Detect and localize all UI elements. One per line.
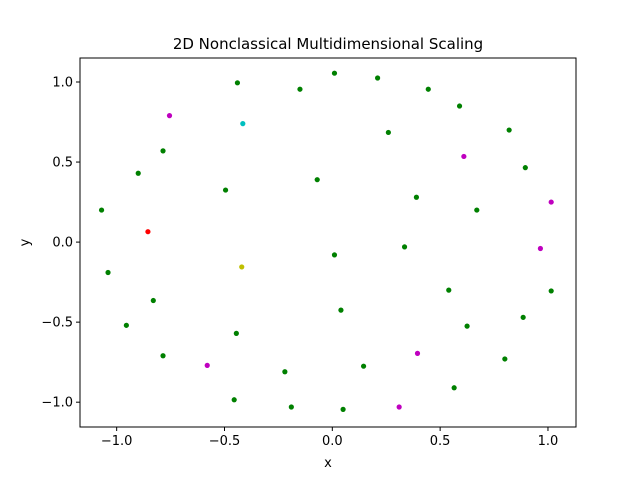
- data-point: [522, 165, 528, 171]
- data-point: [135, 170, 141, 176]
- y-tick-label: 0.0: [52, 236, 73, 251]
- data-point: [548, 288, 554, 294]
- data-point: [474, 207, 480, 213]
- data-point: [401, 244, 408, 250]
- data-point: [98, 207, 105, 213]
- data-point: [413, 194, 420, 200]
- x-tick-label: 0.5: [430, 434, 451, 449]
- data-point: [297, 86, 303, 92]
- data-point: [282, 369, 288, 375]
- data-point: [240, 121, 246, 127]
- data-point: [331, 70, 338, 76]
- data-point: [548, 199, 554, 205]
- data-point: [331, 252, 338, 258]
- data-point: [123, 322, 129, 328]
- data-point: [506, 127, 512, 133]
- data-point: [288, 404, 294, 410]
- data-point: [414, 350, 421, 356]
- data-point: [385, 129, 391, 136]
- data-point: [502, 356, 508, 362]
- x-tick-label: −1.0: [101, 434, 133, 449]
- data-point: [396, 404, 402, 410]
- data-point: [222, 187, 229, 193]
- data-point: [446, 287, 452, 293]
- data-point: [314, 177, 320, 183]
- data-point: [166, 113, 173, 119]
- data-point: [464, 323, 470, 329]
- data-point: [160, 148, 166, 154]
- y-tick-label: 0.5: [52, 156, 73, 171]
- data-point: [150, 297, 156, 304]
- x-tick-label: 1.0: [538, 434, 559, 449]
- x-axis-label: x: [324, 456, 332, 471]
- y-tick-label: −1.0: [41, 396, 73, 411]
- data-points: [98, 70, 554, 412]
- data-point: [461, 153, 467, 160]
- data-point: [145, 229, 151, 235]
- data-point: [451, 385, 457, 391]
- data-point: [360, 363, 367, 369]
- x-tick-label: −0.5: [209, 434, 241, 449]
- data-point: [105, 269, 111, 276]
- data-point: [204, 362, 210, 368]
- data-point: [375, 75, 381, 81]
- y-axis-ticks: −1.0 −0.5 0.0 0.5 1.0: [41, 76, 80, 411]
- data-point: [425, 86, 431, 92]
- data-point: [231, 397, 237, 403]
- x-axis-ticks: −1.0 −0.5 0.0 0.5 1.0: [101, 427, 558, 449]
- y-tick-label: −0.5: [41, 316, 73, 331]
- data-point: [537, 245, 544, 252]
- data-point: [234, 80, 241, 86]
- chart-title: 2D Nonclassical Multidimensional Scaling: [173, 35, 483, 53]
- data-point: [160, 353, 166, 359]
- data-point: [239, 264, 245, 270]
- y-axis-label: y: [18, 238, 33, 246]
- data-point: [233, 330, 239, 336]
- data-point: [456, 103, 463, 109]
- data-point: [338, 307, 344, 313]
- y-tick-label: 1.0: [52, 76, 73, 91]
- data-point: [520, 314, 526, 320]
- data-point: [340, 406, 346, 412]
- x-tick-label: 0.0: [322, 434, 343, 449]
